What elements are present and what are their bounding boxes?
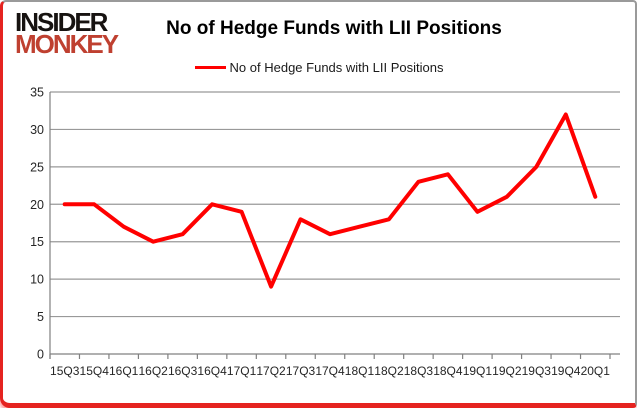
x-tick-label: 17Q3 xyxy=(286,364,316,378)
y-tick-label: 35 xyxy=(30,86,44,100)
x-tick-label: 16Q1 xyxy=(109,364,139,378)
y-tick-label: 30 xyxy=(30,123,44,137)
legend-label: No of Hedge Funds with LII Positions xyxy=(229,60,444,75)
x-tick-label: 19Q1 xyxy=(463,364,493,378)
y-tick-label: 25 xyxy=(30,160,44,174)
x-tick-label: 19Q2 xyxy=(492,364,522,378)
x-tick-label: 20Q1 xyxy=(581,364,611,378)
x-tick-label: 15Q4 xyxy=(80,364,110,378)
x-tick-label: 17Q1 xyxy=(227,364,257,378)
legend: No of Hedge Funds with LII Positions xyxy=(3,60,635,75)
series-line-hedge-funds xyxy=(62,112,598,289)
logo-word-monkey: MONKEY xyxy=(15,29,119,59)
x-tick-label: 16Q4 xyxy=(197,364,227,378)
x-tick-label: 17Q2 xyxy=(256,364,286,378)
x-tick-label: 18Q4 xyxy=(433,364,463,378)
x-tick-label: 17Q4 xyxy=(315,364,345,378)
legend-line-swatch xyxy=(194,66,226,69)
x-tick-label: 18Q1 xyxy=(345,364,375,378)
y-tick-label: 5 xyxy=(37,310,44,324)
x-tick-label: 18Q2 xyxy=(374,364,404,378)
insider-monkey-logo: INSIDER MONKEY xyxy=(15,7,119,59)
x-tick-label: 18Q3 xyxy=(404,364,434,378)
x-tick-label: 19Q3 xyxy=(522,364,552,378)
x-tick-label: 15Q3 xyxy=(50,364,80,378)
y-tick-label: 15 xyxy=(30,235,44,249)
x-tick-label: 16Q2 xyxy=(138,364,168,378)
x-tick-label: 19Q4 xyxy=(551,364,581,378)
chart-title: No of Hedge Funds with LII Positions xyxy=(166,18,502,39)
y-tick-label: 10 xyxy=(30,273,44,287)
logo-word-insider: INSIDER xyxy=(15,7,108,37)
y-tick-label: 20 xyxy=(30,198,44,212)
x-tick-label: 16Q3 xyxy=(168,364,198,378)
y-tick-label: 0 xyxy=(37,348,44,362)
